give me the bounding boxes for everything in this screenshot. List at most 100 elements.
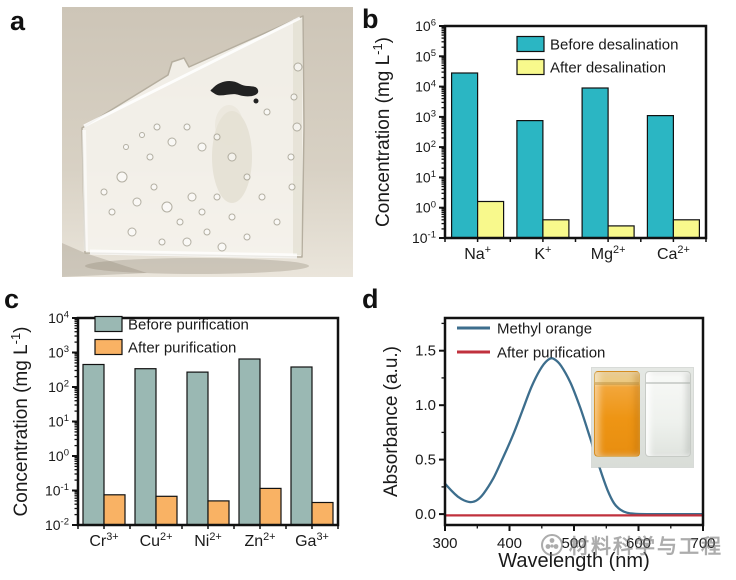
panel-label-d: d xyxy=(362,284,379,314)
x-category-label: Ga3+ xyxy=(295,531,329,550)
corner-shadow xyxy=(62,243,147,277)
bubble xyxy=(197,142,207,152)
y-tick-label: 106 xyxy=(415,18,436,34)
x-tick-label: 700 xyxy=(690,535,715,552)
y-tick-label: 104 xyxy=(415,78,436,94)
x-axis-title: Wavelength (nm) xyxy=(498,550,650,572)
bar xyxy=(542,219,570,239)
bubble xyxy=(287,153,295,161)
bubble xyxy=(167,137,177,147)
bubble xyxy=(153,123,161,131)
hydrogel-photo xyxy=(62,7,353,277)
watermark: 材料科学与工程 xyxy=(540,530,723,559)
bubble xyxy=(213,133,221,141)
bar xyxy=(476,200,505,239)
series-line xyxy=(443,357,705,516)
black-mark xyxy=(210,81,259,97)
y-tick-label: 101 xyxy=(48,413,69,429)
legend-label: After desalination xyxy=(550,60,666,77)
bubble xyxy=(127,227,137,237)
bar xyxy=(672,219,700,239)
legend-label: Before desalination xyxy=(550,37,678,54)
x-category-label: Mg2+ xyxy=(591,244,626,263)
cuvette-photo-inset xyxy=(592,368,693,467)
bubble xyxy=(228,213,236,221)
bubble xyxy=(123,144,129,150)
x-category-label: K+ xyxy=(534,244,551,263)
y-tick-label: 102 xyxy=(415,139,436,155)
panel-label-c: c xyxy=(4,284,20,314)
y-axis-title: Concentration (mg L-1) xyxy=(8,327,32,517)
y-tick-label: 100 xyxy=(415,199,436,215)
legend-swatch xyxy=(94,338,123,356)
bubble xyxy=(182,237,192,247)
bubble xyxy=(161,201,173,213)
chart-desalination-bar: 10-1 100 101 102 103 104 105 106 Na+ K+ Mg2+ Ca2+ Co… xyxy=(370,18,708,263)
bar xyxy=(82,363,105,526)
legend-label: After purification xyxy=(128,340,236,357)
y-tick-label: 101 xyxy=(415,169,436,185)
bubble xyxy=(203,228,211,236)
bottom-edge-highlight xyxy=(89,249,298,259)
bubble xyxy=(100,188,108,196)
x-category-label: Cr3+ xyxy=(89,531,118,550)
y-tick-label: 1.0 xyxy=(415,397,436,414)
bubble xyxy=(258,193,266,201)
y-tick-label: 105 xyxy=(415,48,436,64)
panel-label-a: a xyxy=(10,6,26,36)
bubble xyxy=(290,93,298,101)
y-tick-label: 1.5 xyxy=(415,343,436,360)
x-category-label: Cu2+ xyxy=(140,531,173,550)
bubble xyxy=(213,193,221,201)
y-tick-label: 102 xyxy=(48,379,69,395)
inner-texture xyxy=(215,105,243,145)
legend-label: After purification xyxy=(497,345,605,362)
chart-purification-bar: 10-2 10-1 100 101 102 103 104 Cr3+ Cu2+ Ni2+ Zn2+ G… xyxy=(8,310,340,550)
watermark-text: 材料科学与工程 xyxy=(569,536,723,558)
left-edge-highlight xyxy=(82,129,88,252)
panel-label-b: b xyxy=(362,4,379,34)
bar xyxy=(134,368,157,526)
x-tick-label: 400 xyxy=(497,535,522,552)
bubble xyxy=(288,183,296,191)
bubble xyxy=(292,122,302,132)
bar xyxy=(259,487,282,526)
bar xyxy=(450,72,479,239)
legend-swatch xyxy=(94,315,123,333)
bubble xyxy=(183,123,191,131)
vial-purified xyxy=(645,371,691,457)
ground-shadow xyxy=(85,258,309,274)
black-mark-dot xyxy=(253,98,259,104)
bubble xyxy=(146,153,154,161)
y-axis-title: Concentration (mg L-1) xyxy=(370,37,394,227)
bubble xyxy=(139,132,145,138)
bubble xyxy=(116,171,128,183)
y-tick-label: 100 xyxy=(48,448,69,464)
y-tick-label: 10-2 xyxy=(45,517,69,533)
bubble xyxy=(227,152,237,162)
bar xyxy=(646,114,674,239)
bubble xyxy=(243,173,251,181)
y-tick-label: 0.5 xyxy=(415,452,436,469)
bubble xyxy=(150,183,158,191)
bar xyxy=(186,371,209,526)
bubble xyxy=(132,197,142,207)
right-edge xyxy=(293,19,302,255)
bubble xyxy=(187,192,197,202)
bubble xyxy=(108,208,116,216)
legend-swatch xyxy=(516,35,545,53)
chart-absorbance-line: 300 400 500 600 700 0.0 0.5 1.0 1.5 Wavelength (n… xyxy=(381,316,716,572)
bar xyxy=(311,501,334,526)
bubbles xyxy=(100,62,303,252)
x-tick-label: 600 xyxy=(626,535,651,552)
flower-logo-icon xyxy=(541,533,563,556)
y-tick-label: 103 xyxy=(415,109,436,125)
bubble xyxy=(198,208,206,216)
x-category-label: Zn2+ xyxy=(244,531,275,550)
y-tick-label: 103 xyxy=(48,344,69,360)
bar xyxy=(581,87,609,239)
x-category-label: Na+ xyxy=(464,244,491,263)
legend-label: Methyl orange xyxy=(497,321,592,338)
vial-cap xyxy=(595,382,639,385)
